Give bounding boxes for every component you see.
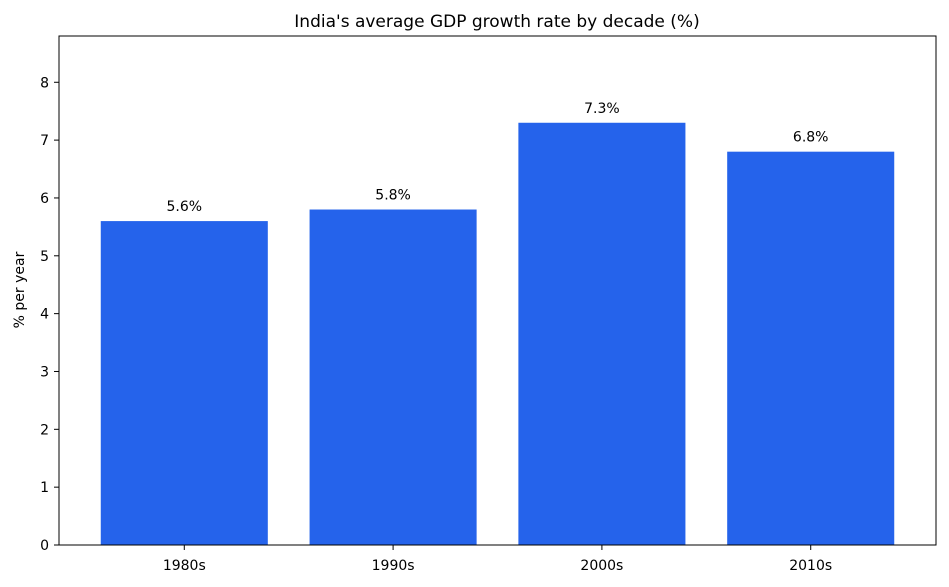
data-label: 6.8% [793, 130, 829, 146]
x-tick-label: 2000s [580, 558, 623, 574]
bar [309, 209, 477, 546]
bar [100, 221, 268, 545]
chart-title: India's average GDP growth rate by decad… [294, 12, 699, 32]
y-tick-label: 8 [40, 75, 49, 91]
y-tick-label: 4 [40, 307, 49, 323]
x-tick-label: 1980s [163, 558, 206, 574]
y-tick-label: 2 [40, 422, 49, 438]
y-tick-label: 7 [40, 133, 49, 149]
plot-frame [58, 35, 937, 546]
y-tick-label: 3 [40, 364, 49, 380]
data-label: 7.3% [584, 101, 620, 117]
x-tick-label: 2010s [789, 558, 832, 574]
bar [727, 151, 895, 545]
y-tick-label: 0 [40, 538, 49, 554]
y-axis-label: % per year [12, 251, 28, 328]
y-tick-label: 1 [40, 480, 49, 496]
y-tick-label: 5 [40, 249, 49, 265]
x-tick-label: 1990s [372, 558, 415, 574]
bar [518, 122, 686, 546]
plot-area: 5.6% 1980s 5.8% 1990s 7.3% 2000s 6.8% 2010s 0 1 2 3… [40, 35, 937, 574]
data-label: 5.8% [375, 188, 411, 204]
data-label: 5.6% [166, 199, 202, 215]
y-tick-label: 6 [40, 191, 49, 207]
